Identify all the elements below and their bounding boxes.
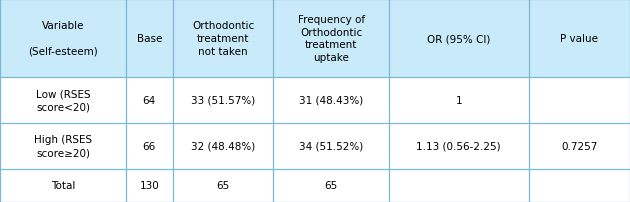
Text: Base: Base <box>137 34 162 44</box>
Text: 32 (48.48%): 32 (48.48%) <box>191 141 255 151</box>
Bar <box>0 123 630 169</box>
Text: Low (RSES
score<20): Low (RSES score<20) <box>36 89 90 112</box>
Text: 0.7257: 0.7257 <box>561 141 597 151</box>
Bar <box>0 0 630 78</box>
Text: 130: 130 <box>139 180 159 190</box>
Text: Orthodontic
treatment
not taken: Orthodontic treatment not taken <box>192 21 254 57</box>
Text: 65: 65 <box>324 180 338 190</box>
Text: 31 (48.43%): 31 (48.43%) <box>299 96 363 105</box>
Text: 34 (51.52%): 34 (51.52%) <box>299 141 363 151</box>
Text: 1.13 (0.56-2.25): 1.13 (0.56-2.25) <box>416 141 501 151</box>
Text: Variable

(Self-esteem): Variable (Self-esteem) <box>28 21 98 57</box>
Text: 33 (51.57%): 33 (51.57%) <box>191 96 255 105</box>
Text: P value: P value <box>560 34 598 44</box>
Text: Frequency of
Orthodontic
treatment
uptake: Frequency of Orthodontic treatment uptak… <box>297 15 365 63</box>
Text: High (RSES
score≥20): High (RSES score≥20) <box>34 135 92 157</box>
Text: OR (95% CI): OR (95% CI) <box>427 34 490 44</box>
Text: 65: 65 <box>216 180 230 190</box>
Text: 64: 64 <box>142 96 156 105</box>
Bar <box>0 169 630 202</box>
Bar <box>0 78 630 123</box>
Text: 66: 66 <box>142 141 156 151</box>
Text: Total: Total <box>51 180 75 190</box>
Text: 1: 1 <box>455 96 462 105</box>
